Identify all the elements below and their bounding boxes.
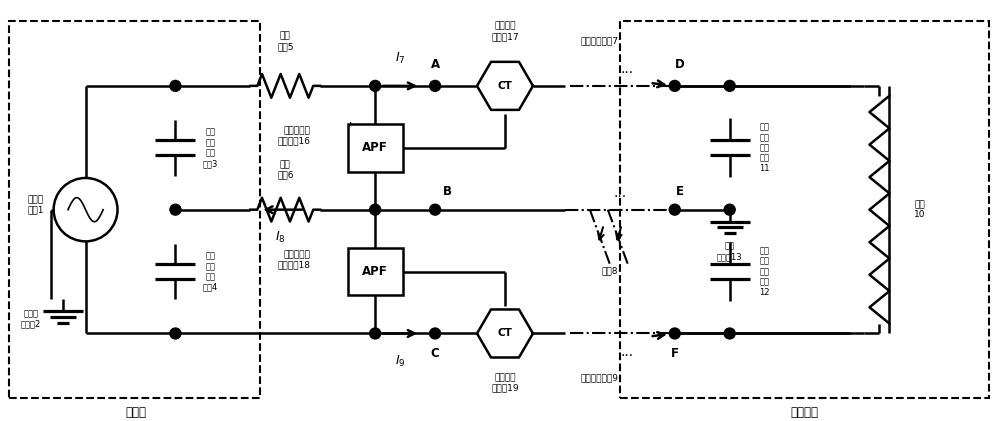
Circle shape bbox=[430, 328, 441, 339]
Text: 差模
电阻5: 差模 电阻5 bbox=[277, 32, 294, 51]
Text: 第一电流
传感器17: 第一电流 传感器17 bbox=[491, 22, 519, 41]
Polygon shape bbox=[477, 62, 533, 110]
Circle shape bbox=[669, 328, 680, 339]
Text: 第一
负载
对地
电容
11: 第一 负载 对地 电容 11 bbox=[759, 123, 770, 173]
Text: 用电设备: 用电设备 bbox=[791, 406, 819, 419]
Text: $I_7$: $I_7$ bbox=[395, 51, 405, 66]
Text: F: F bbox=[671, 347, 679, 360]
Text: APF: APF bbox=[362, 141, 388, 154]
Circle shape bbox=[370, 204, 381, 215]
Text: 第二电流
传感器19: 第二电流 传感器19 bbox=[491, 373, 519, 393]
Text: 第二电力有
源滤波器18: 第二电力有 源滤波器18 bbox=[277, 250, 310, 269]
Text: 第一供电母线7: 第一供电母线7 bbox=[581, 37, 619, 46]
Circle shape bbox=[170, 204, 181, 215]
Text: 共模
电阻6: 共模 电阻6 bbox=[277, 160, 294, 180]
Text: $I_9$: $I_9$ bbox=[395, 354, 405, 369]
Text: 发电机
机壳地2: 发电机 机壳地2 bbox=[21, 309, 41, 328]
Circle shape bbox=[370, 328, 381, 339]
Bar bbox=[348, 124, 403, 171]
Text: ...: ... bbox=[621, 62, 634, 76]
Circle shape bbox=[724, 328, 735, 339]
Text: C: C bbox=[431, 347, 439, 360]
Text: 负载
10: 负载 10 bbox=[914, 200, 925, 219]
Text: 第二供电母线9: 第二供电母线9 bbox=[581, 373, 619, 383]
Bar bbox=[9, 21, 260, 398]
Text: APF: APF bbox=[362, 265, 388, 278]
Circle shape bbox=[170, 328, 181, 339]
Text: B: B bbox=[443, 185, 452, 198]
Text: 第一电力有
源滤波器16: 第一电力有 源滤波器16 bbox=[277, 126, 310, 146]
Circle shape bbox=[724, 80, 735, 91]
Circle shape bbox=[724, 204, 735, 215]
Text: A: A bbox=[431, 58, 440, 71]
Circle shape bbox=[370, 80, 381, 91]
Bar bbox=[348, 248, 403, 296]
Circle shape bbox=[170, 80, 181, 91]
Text: 第二
负载
对地
电容
12: 第二 负载 对地 电容 12 bbox=[759, 246, 770, 297]
Text: ...: ... bbox=[613, 186, 626, 200]
Text: 第二
绕组
对地
电容4: 第二 绕组 对地 电容4 bbox=[203, 251, 218, 292]
Text: 负载
机壳地13: 负载 机壳地13 bbox=[717, 242, 742, 261]
Circle shape bbox=[669, 204, 680, 215]
Text: CT: CT bbox=[498, 328, 512, 338]
Text: 第一
绕组
对地
电容3: 第一 绕组 对地 电容3 bbox=[203, 128, 218, 168]
Text: 发电机
绕组1: 发电机 绕组1 bbox=[27, 195, 44, 214]
Polygon shape bbox=[477, 309, 533, 357]
Text: $I_{16}$: $I_{16}$ bbox=[347, 120, 363, 136]
Circle shape bbox=[669, 80, 680, 91]
Circle shape bbox=[430, 80, 441, 91]
Text: $I_8$: $I_8$ bbox=[275, 230, 286, 245]
Text: $I_{18}$: $I_{18}$ bbox=[347, 254, 363, 269]
Text: E: E bbox=[676, 185, 684, 198]
Text: CT: CT bbox=[498, 81, 512, 91]
Text: ...: ... bbox=[621, 345, 634, 360]
Circle shape bbox=[430, 204, 441, 215]
Bar bbox=[620, 21, 989, 398]
Text: 地线8: 地线8 bbox=[602, 266, 618, 276]
Text: 发电机: 发电机 bbox=[125, 406, 146, 419]
Text: D: D bbox=[675, 58, 685, 71]
